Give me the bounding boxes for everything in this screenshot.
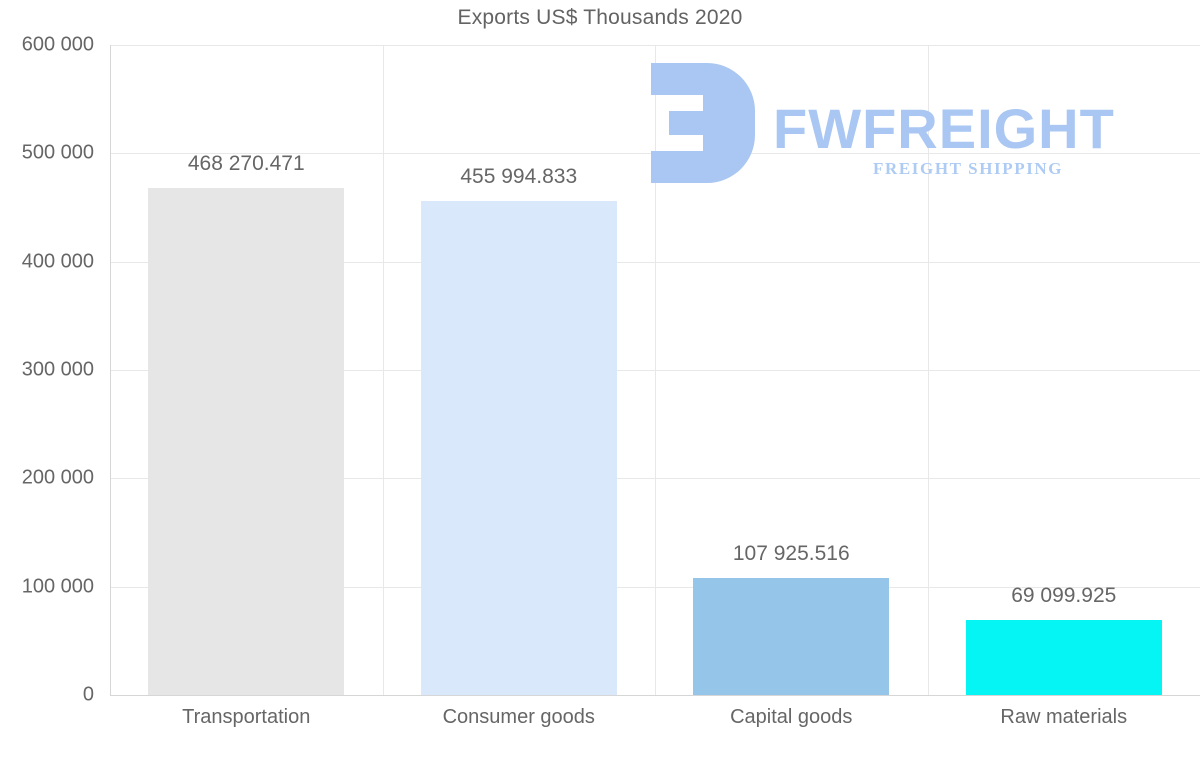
gridline-vertical (382, 45, 384, 695)
bar[interactable] (693, 578, 890, 695)
bar-value-label: 468 270.471 (187, 151, 305, 175)
y-axis-tick-label: 600 000 (21, 33, 94, 56)
x-axis-category-label: Capital goods (730, 706, 853, 728)
chart-title: Exports US$ Thousands 2020 (457, 6, 743, 29)
bar[interactable] (965, 620, 1162, 695)
y-axis-tick-label: 0 (82, 683, 94, 706)
gridline-vertical (927, 45, 929, 695)
y-axis-tick-label: 200 000 (21, 466, 94, 489)
y-axis-line (110, 45, 111, 695)
gridline-horizontal (110, 695, 1200, 696)
gridline-vertical (655, 45, 656, 695)
bar[interactable] (148, 187, 345, 695)
x-axis-category-label: Transportation (182, 706, 311, 728)
bar-value-label: 107 925.516 (732, 542, 850, 566)
bar-value-label: 69 099.925 (1011, 584, 1117, 608)
x-axis-category-label: Raw materials (1000, 706, 1128, 728)
y-axis-tick-label: 300 000 (21, 358, 94, 381)
bar[interactable] (420, 201, 617, 695)
bar-value-label: 455 994.833 (460, 165, 578, 188)
x-axis-category-label: Consumer goods (442, 706, 595, 728)
y-axis-tick-label: 100 000 (21, 575, 94, 598)
y-axis-tick-label: 500 000 (21, 141, 94, 164)
plot-area (110, 45, 1200, 696)
y-axis-tick-label: 400 000 (21, 250, 94, 273)
